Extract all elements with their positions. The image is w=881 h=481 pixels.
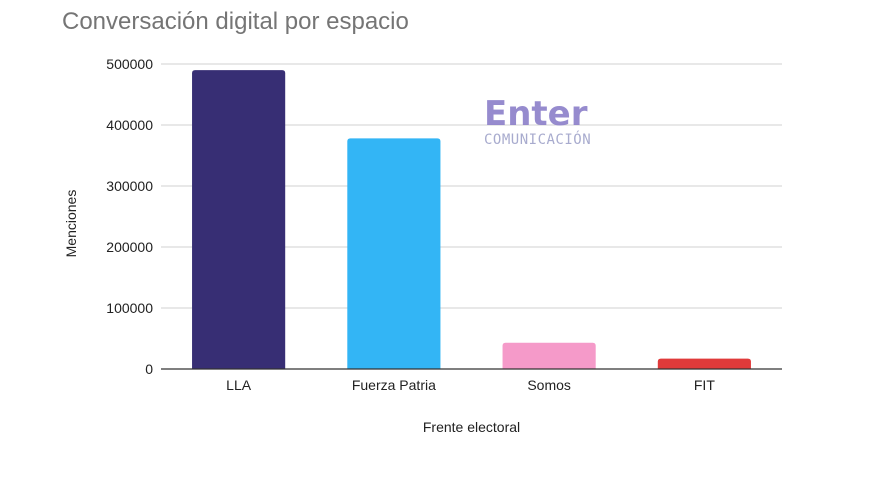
x-axis-label: Frente electoral: [423, 419, 520, 435]
watermark-logo: Enter COMUNICACIÓN: [484, 94, 591, 148]
y-tick-label: 300000: [106, 178, 153, 194]
watermark-sub: COMUNICACIÓN: [484, 130, 591, 148]
bar-somos: [502, 342, 596, 369]
x-tick-label: LLA: [226, 377, 252, 393]
bar-fit: [657, 358, 751, 369]
x-axis-ticks: LLA Fuerza Patria Somos FIT: [226, 377, 715, 393]
x-tick-label: FIT: [694, 377, 715, 393]
bars: [192, 70, 751, 369]
y-tick-label: 100000: [106, 300, 153, 316]
y-tick-label: 200000: [106, 239, 153, 255]
watermark-main: Enter: [484, 94, 588, 134]
y-tick-label: 0: [145, 361, 153, 377]
y-tick-label: 500000: [106, 56, 153, 72]
bar-fuerza-patria: [347, 138, 441, 369]
x-tick-label: Fuerza Patria: [352, 377, 436, 393]
y-axis-label: Menciones: [63, 190, 79, 258]
x-tick-label: Somos: [527, 377, 571, 393]
y-axis-ticks: 0 100000 200000 300000 400000 500000: [106, 56, 153, 377]
chart-title: Conversación digital por espacio: [62, 8, 409, 35]
y-tick-label: 400000: [106, 117, 153, 133]
bar-lla: [192, 70, 286, 369]
